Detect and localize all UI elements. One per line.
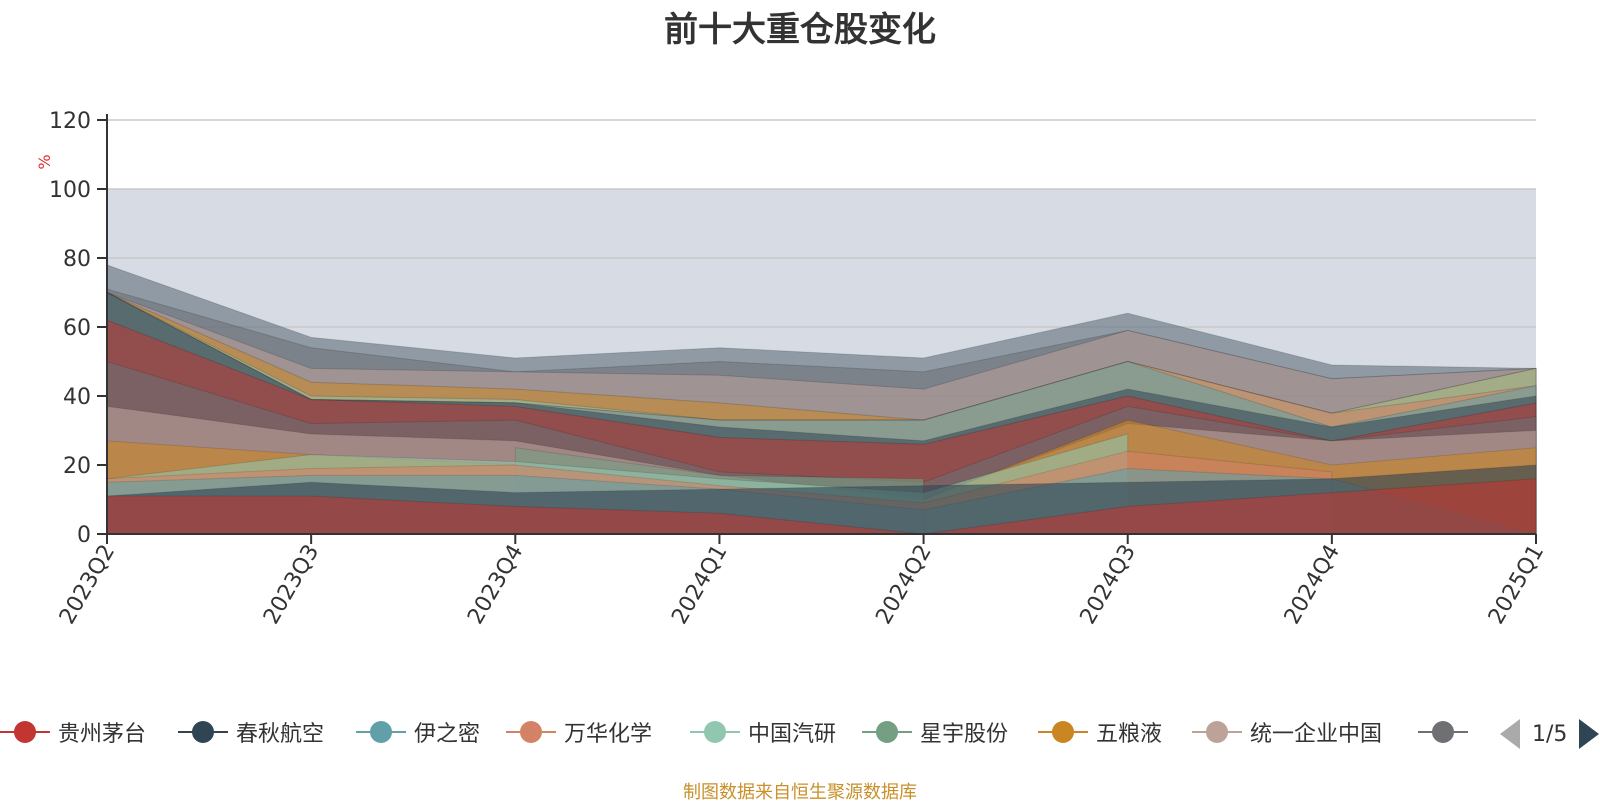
- legend-item[interactable]: 中国汽研: [690, 712, 836, 752]
- legend-marker-icon: [1192, 719, 1242, 745]
- x-tick-label: 2024Q3: [1076, 541, 1141, 629]
- legend-marker-icon: [690, 719, 740, 745]
- y-axis-unit-label: %: [35, 154, 54, 169]
- y-tick-label: 100: [49, 178, 91, 203]
- legend-pager: 1/5: [1500, 718, 1600, 750]
- legend-items: 贵州茅台 春秋航空 伊之密 万华化学 中国汽研 星宇股份 五粮液 统一企业中国 星: [0, 712, 1470, 752]
- legend-label: 星宇股份: [920, 722, 1009, 747]
- y-tick-label: 20: [63, 454, 91, 479]
- legend-item[interactable]: 春秋航空: [178, 712, 324, 752]
- x-tick-label: 2023Q2: [55, 541, 120, 629]
- legend-item[interactable]: 贵州茅台: [0, 712, 146, 752]
- legend-item[interactable]: 万华化学: [506, 712, 652, 752]
- x-tick-label: 2024Q4: [1280, 541, 1345, 629]
- y-tick-label: 40: [63, 385, 91, 410]
- legend-label: 贵州茅台: [58, 722, 147, 747]
- legend-item[interactable]: 统一企业中国: [1192, 712, 1382, 752]
- legend-item[interactable]: 星宇股份: [862, 712, 1008, 752]
- x-tick-label: 2024Q2: [871, 541, 936, 629]
- legend-marker-icon: [356, 719, 406, 745]
- chart-title: 前十大重仓股变化: [664, 10, 936, 50]
- area-chart: 0 20 40 60 80 100 120% 2023Q2 2023Q3 2023Q4 2024Q1…: [35, 109, 1549, 629]
- x-tick-label: 2024Q1: [667, 541, 732, 629]
- legend-prev-page-icon[interactable]: [1500, 719, 1520, 749]
- legend-label: 统一企业中国: [1250, 722, 1383, 747]
- y-tick-label: 60: [63, 316, 91, 341]
- source-note: 制图数据来自恒生聚源数据库: [683, 782, 917, 803]
- y-tick-label: 120: [49, 109, 91, 134]
- legend-marker-icon: [0, 719, 50, 745]
- x-tick-label: 2025Q1: [1484, 541, 1549, 629]
- y-tick-label: 80: [63, 247, 91, 272]
- legend-marker-icon: [1418, 719, 1468, 745]
- legend-label: 伊之密: [414, 722, 481, 747]
- x-tick-label: 2023Q3: [259, 541, 324, 629]
- legend-item[interactable]: 星: [1418, 712, 1470, 752]
- legend-next-page-icon[interactable]: [1579, 719, 1600, 749]
- legend-marker-icon: [178, 719, 228, 745]
- legend-label: 春秋航空: [236, 722, 325, 747]
- legend-label: 万华化学: [564, 722, 653, 747]
- x-tick-label: 2023Q4: [463, 541, 528, 629]
- legend-item[interactable]: 五粮液: [1038, 712, 1162, 752]
- legend-item[interactable]: 伊之密: [356, 712, 480, 752]
- legend-page-indicator: 1/5: [1532, 721, 1568, 747]
- legend: 贵州茅台 春秋航空 伊之密 万华化学 中国汽研 星宇股份 五粮液 统一企业中国 星: [0, 712, 1600, 752]
- y-tick-label: 0: [77, 523, 91, 548]
- legend-label: 五粮液: [1096, 722, 1163, 747]
- legend-marker-icon: [1038, 719, 1088, 745]
- legend-marker-icon: [506, 719, 556, 745]
- legend-marker-icon: [862, 719, 912, 745]
- legend-label: 中国汽研: [748, 722, 837, 747]
